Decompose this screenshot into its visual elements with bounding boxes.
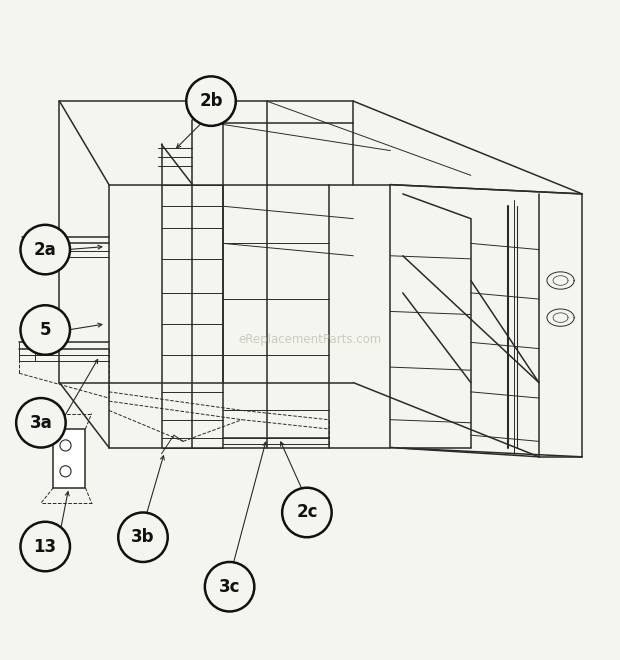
Circle shape <box>20 522 70 572</box>
Text: 3c: 3c <box>219 578 241 596</box>
Bar <box>53 429 86 488</box>
Circle shape <box>205 562 254 611</box>
Circle shape <box>282 488 332 537</box>
Circle shape <box>118 513 168 562</box>
Text: 5: 5 <box>40 321 51 339</box>
Text: 3b: 3b <box>131 528 155 546</box>
Text: 2c: 2c <box>296 504 317 521</box>
Circle shape <box>20 306 70 354</box>
Circle shape <box>20 225 70 275</box>
Text: eReplacementParts.com: eReplacementParts.com <box>238 333 382 346</box>
Text: 3a: 3a <box>30 414 52 432</box>
Text: 2a: 2a <box>34 241 56 259</box>
Circle shape <box>186 77 236 126</box>
Text: 13: 13 <box>33 537 57 556</box>
Circle shape <box>16 398 66 447</box>
Text: 2b: 2b <box>199 92 223 110</box>
